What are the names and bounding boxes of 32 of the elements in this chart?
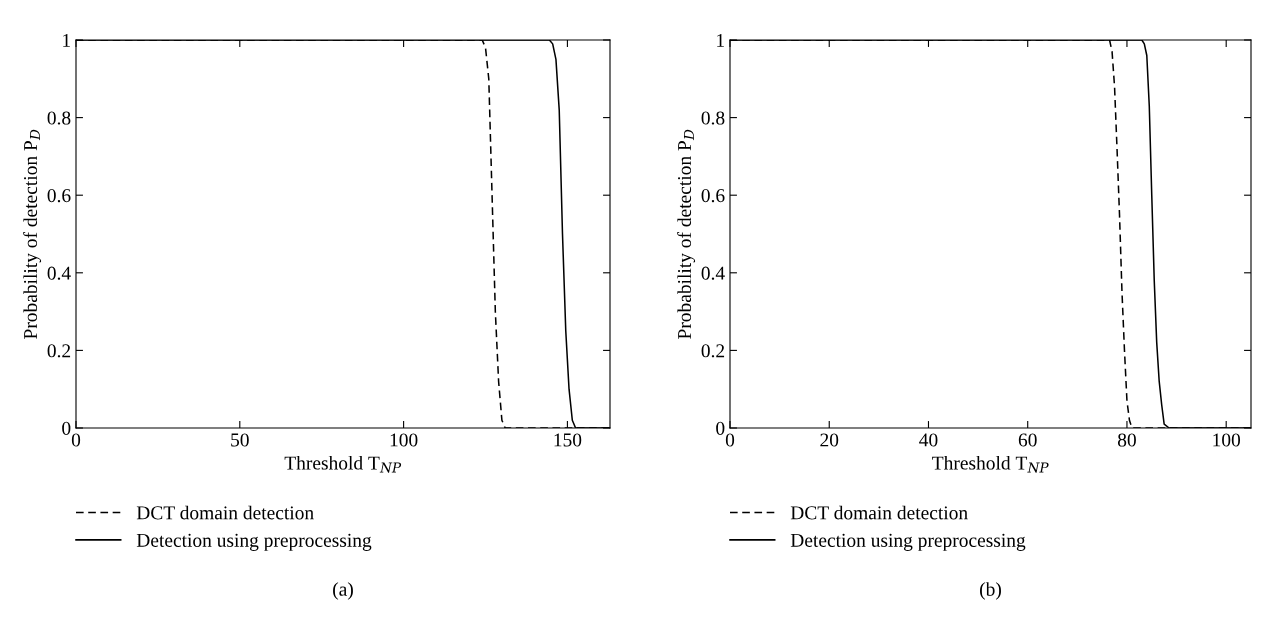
y-tick-label: 0 (716, 421, 725, 435)
y-tick-label: 1 (63, 33, 70, 47)
x-axis-title: Threshold T$_{NP}$ (932, 455, 1049, 473)
legend-label: Detection using preprocessing (790, 533, 1026, 551)
x-tick-label: 100 (1213, 433, 1241, 447)
x-tick-label: 20 (820, 433, 839, 447)
legend-label: DCT domain detection (790, 505, 968, 520)
y-tick-label: 0 (62, 421, 71, 435)
x-tick-label: 50 (231, 433, 249, 447)
y-tick-label: 0.8 (47, 111, 71, 125)
y-axis-title: Probability of detection P$_{D}$ (677, 129, 696, 339)
x-tick-label: 0 (71, 433, 81, 447)
x-tick-label: 0 (725, 433, 735, 447)
y-tick-label: 0.6 (47, 189, 71, 203)
legend-label: Detection using preprocessing (136, 533, 372, 551)
x-axis-title: Threshold T$_{NP}$ (284, 455, 402, 473)
x-tick-label: 150 (554, 433, 582, 447)
legend-label: DCT domain detection (136, 505, 314, 520)
x-tick-label: 40 (919, 433, 938, 447)
text: (b) (980, 582, 1001, 600)
y-tick-label: 1 (717, 33, 724, 47)
y-tick-label: 0.4 (701, 266, 725, 280)
y-axis-title: Probability of detection P$_{D}$ (23, 129, 42, 339)
x-tick-label: 100 (390, 433, 418, 447)
y-tick-label: 0.4 (47, 266, 71, 280)
x-tick-label: 60 (1018, 433, 1037, 447)
y-tick-label: 0.8 (701, 111, 725, 125)
y-tick-label: 0.2 (47, 344, 71, 358)
text: (a) (333, 582, 353, 600)
y-tick-label: 0.2 (701, 344, 725, 358)
x-tick-label: 80 (1117, 433, 1136, 447)
y-tick-label: 0.6 (701, 189, 725, 203)
